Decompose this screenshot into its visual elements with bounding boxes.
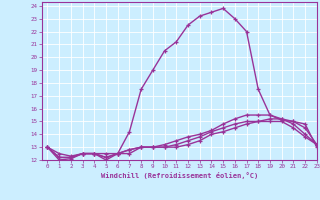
X-axis label: Windchill (Refroidissement éolien,°C): Windchill (Refroidissement éolien,°C) — [100, 172, 258, 179]
